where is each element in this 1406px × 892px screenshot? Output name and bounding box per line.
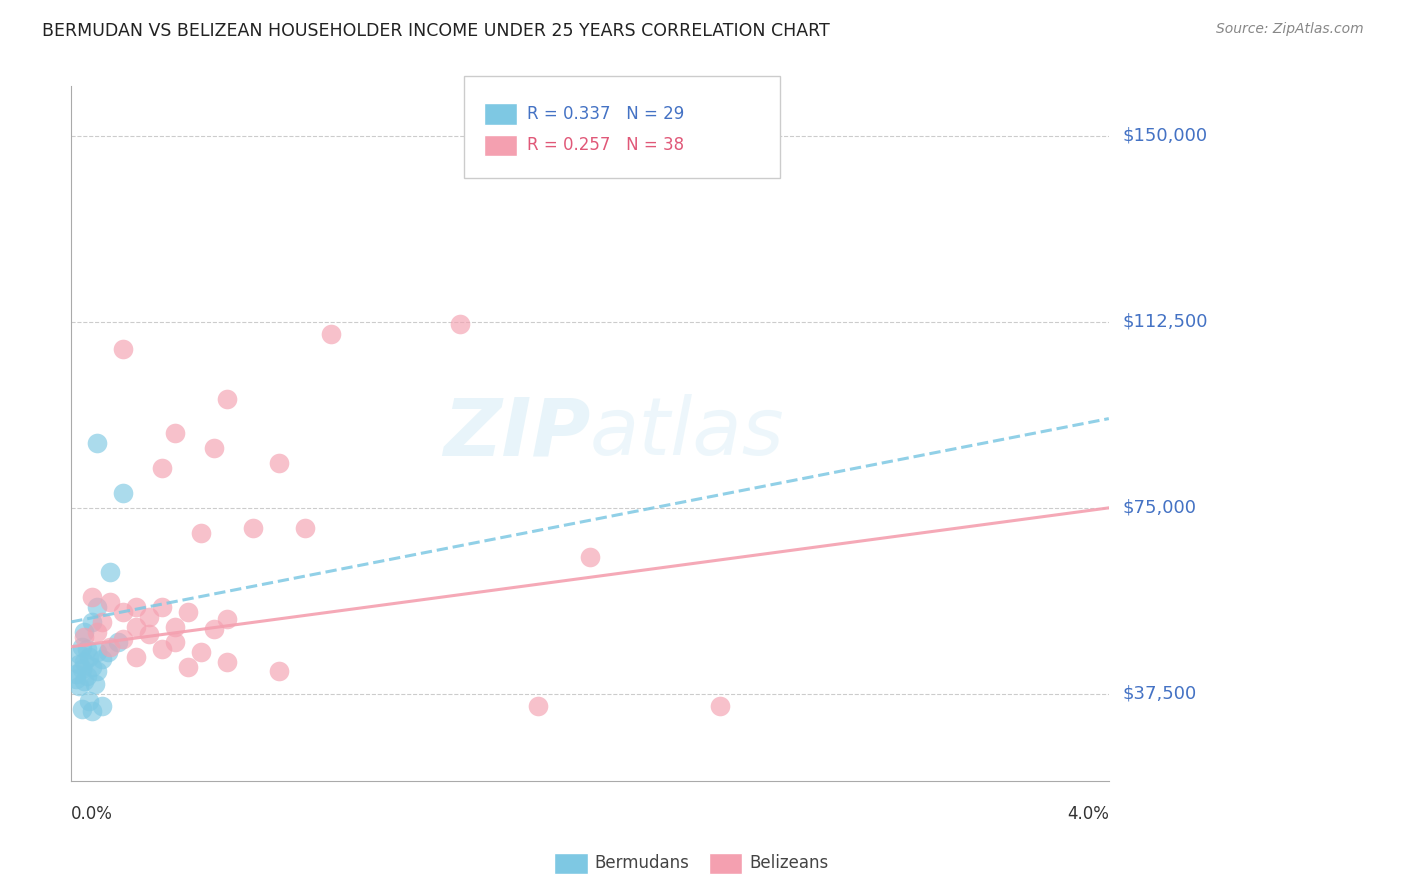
Point xyxy=(125,649,148,664)
Text: Source: ZipAtlas.com: Source: ZipAtlas.com xyxy=(1216,22,1364,37)
Point xyxy=(579,550,602,565)
Point xyxy=(319,327,342,342)
Point xyxy=(242,521,264,535)
Point xyxy=(267,456,290,470)
Point xyxy=(83,677,105,691)
Point xyxy=(215,392,238,406)
Text: atlas: atlas xyxy=(591,394,785,473)
Point xyxy=(76,642,98,657)
Point xyxy=(86,600,108,615)
Point xyxy=(112,632,135,647)
Point xyxy=(527,699,550,714)
Point xyxy=(67,657,90,671)
Point xyxy=(163,426,186,441)
Point xyxy=(107,634,129,648)
Point xyxy=(125,600,148,615)
Point xyxy=(449,318,471,332)
Point xyxy=(86,665,108,679)
Text: $112,500: $112,500 xyxy=(1123,313,1208,331)
Point xyxy=(73,655,96,669)
Point xyxy=(112,486,135,500)
Point xyxy=(80,704,103,718)
Point xyxy=(73,674,96,689)
Point xyxy=(73,624,96,639)
Point xyxy=(79,649,101,664)
Text: 4.0%: 4.0% xyxy=(1067,805,1109,823)
Point xyxy=(177,659,200,673)
Point xyxy=(150,461,173,475)
Point xyxy=(80,615,103,629)
Point xyxy=(79,694,101,708)
Point xyxy=(70,662,93,676)
Point xyxy=(96,645,118,659)
Point xyxy=(73,630,96,644)
Point xyxy=(86,624,108,639)
Point xyxy=(138,627,160,641)
Point xyxy=(202,442,225,456)
Point xyxy=(150,600,173,615)
Point xyxy=(112,342,135,356)
Point xyxy=(294,521,316,535)
Point xyxy=(215,612,238,626)
Point xyxy=(91,615,114,629)
Text: R = 0.257   N = 38: R = 0.257 N = 38 xyxy=(527,136,685,154)
Point xyxy=(98,566,121,580)
Text: R = 0.337   N = 29: R = 0.337 N = 29 xyxy=(527,105,685,123)
Text: $150,000: $150,000 xyxy=(1123,127,1208,145)
Point xyxy=(80,590,103,604)
Point xyxy=(86,436,108,450)
Text: $37,500: $37,500 xyxy=(1123,685,1197,703)
Point xyxy=(65,672,87,686)
Point xyxy=(177,605,200,619)
Text: Belizeans: Belizeans xyxy=(749,855,828,872)
Point xyxy=(86,645,108,659)
Point xyxy=(163,620,186,634)
Point xyxy=(98,595,121,609)
Text: $75,000: $75,000 xyxy=(1123,499,1197,516)
Point xyxy=(215,655,238,669)
Text: ZIP: ZIP xyxy=(443,394,591,473)
Point xyxy=(267,665,290,679)
Point xyxy=(91,652,114,666)
Point xyxy=(138,610,160,624)
Point xyxy=(91,699,114,714)
Point xyxy=(70,701,93,715)
Point xyxy=(112,605,135,619)
Text: 0.0%: 0.0% xyxy=(72,805,112,823)
Point xyxy=(202,623,225,637)
Text: BERMUDAN VS BELIZEAN HOUSEHOLDER INCOME UNDER 25 YEARS CORRELATION CHART: BERMUDAN VS BELIZEAN HOUSEHOLDER INCOME … xyxy=(42,22,830,40)
Point xyxy=(70,640,93,654)
Point xyxy=(190,645,212,659)
Point xyxy=(67,647,90,661)
Point xyxy=(80,659,103,673)
Point xyxy=(163,634,186,648)
Point xyxy=(65,667,87,681)
Point xyxy=(67,679,90,693)
Point xyxy=(150,642,173,657)
Point xyxy=(125,620,148,634)
Point xyxy=(76,669,98,683)
Point xyxy=(98,640,121,654)
Text: Bermudans: Bermudans xyxy=(595,855,689,872)
Point xyxy=(709,699,731,714)
Point xyxy=(190,525,212,540)
